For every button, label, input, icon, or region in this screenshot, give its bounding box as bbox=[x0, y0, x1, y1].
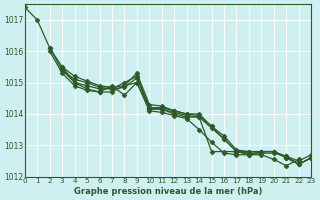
X-axis label: Graphe pression niveau de la mer (hPa): Graphe pression niveau de la mer (hPa) bbox=[74, 187, 262, 196]
